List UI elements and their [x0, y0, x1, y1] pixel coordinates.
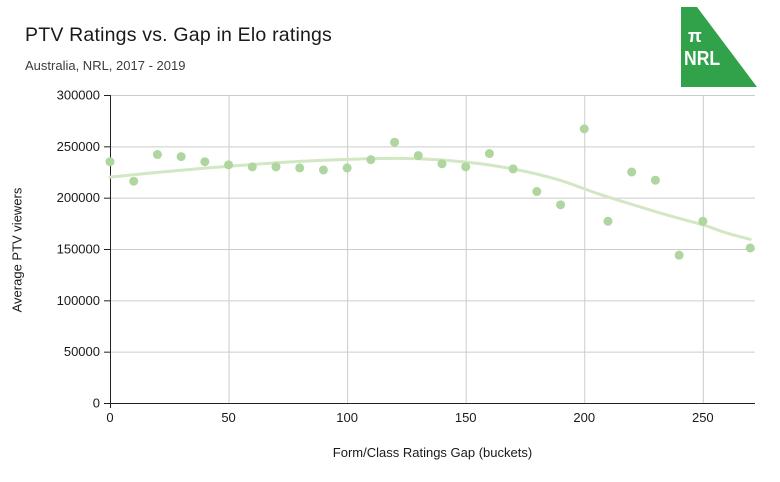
y-tick-label: 300000: [57, 88, 100, 103]
data-point: [176, 152, 186, 162]
data-point: [295, 163, 305, 173]
data-point: [247, 162, 257, 172]
trendline: [108, 156, 752, 241]
y-tick-label: 200000: [57, 190, 100, 205]
x-tick-label: 200: [573, 410, 595, 425]
data-point: [437, 159, 447, 169]
data-point: [484, 149, 494, 159]
data-point: [579, 124, 589, 134]
data-point: [650, 175, 660, 185]
data-point: [366, 155, 376, 165]
data-point: [318, 165, 328, 175]
data-point: [390, 137, 400, 147]
data-point: [508, 164, 518, 174]
data-point: [532, 187, 542, 197]
data-point: [342, 163, 352, 173]
data-point: [271, 162, 281, 172]
data-point: [200, 157, 210, 167]
data-point: [603, 216, 613, 226]
y-tick-label: 0: [93, 396, 100, 411]
pi-nrl-logo: π NRL: [681, 7, 757, 87]
y-tick-label: 100000: [57, 293, 100, 308]
logo-triangle-canvas: [681, 7, 757, 87]
logo-text: NRL: [684, 48, 721, 70]
data-point: [461, 162, 471, 172]
data-point: [129, 176, 139, 186]
data-point: [152, 150, 162, 160]
y-tick-label: 250000: [57, 139, 100, 154]
x-tick-label: 150: [455, 410, 477, 425]
x-tick-label: 100: [336, 410, 358, 425]
x-tick-label: 50: [221, 410, 235, 425]
data-point: [105, 157, 115, 167]
pi-symbol: π: [688, 26, 702, 46]
x-axis-title: Form/Class Ratings Gap (buckets): [332, 445, 533, 460]
data-point: [745, 243, 755, 253]
x-tick-label: 0: [106, 410, 113, 425]
data-point: [698, 216, 708, 226]
data-point: [413, 151, 423, 161]
data-point: [556, 200, 566, 210]
y-tick-label: 50000: [64, 344, 100, 359]
data-point: [627, 167, 637, 177]
data-point: [674, 250, 684, 260]
chart-subtitle: Australia, NRL, 2017 - 2019: [25, 58, 186, 73]
data-point: [224, 160, 234, 170]
chart-title: PTV Ratings vs. Gap in Elo ratings: [25, 24, 333, 46]
y-tick-label: 150000: [57, 242, 100, 257]
x-tick-label: 250: [692, 410, 714, 425]
logo-triangle-shape: [681, 7, 757, 87]
